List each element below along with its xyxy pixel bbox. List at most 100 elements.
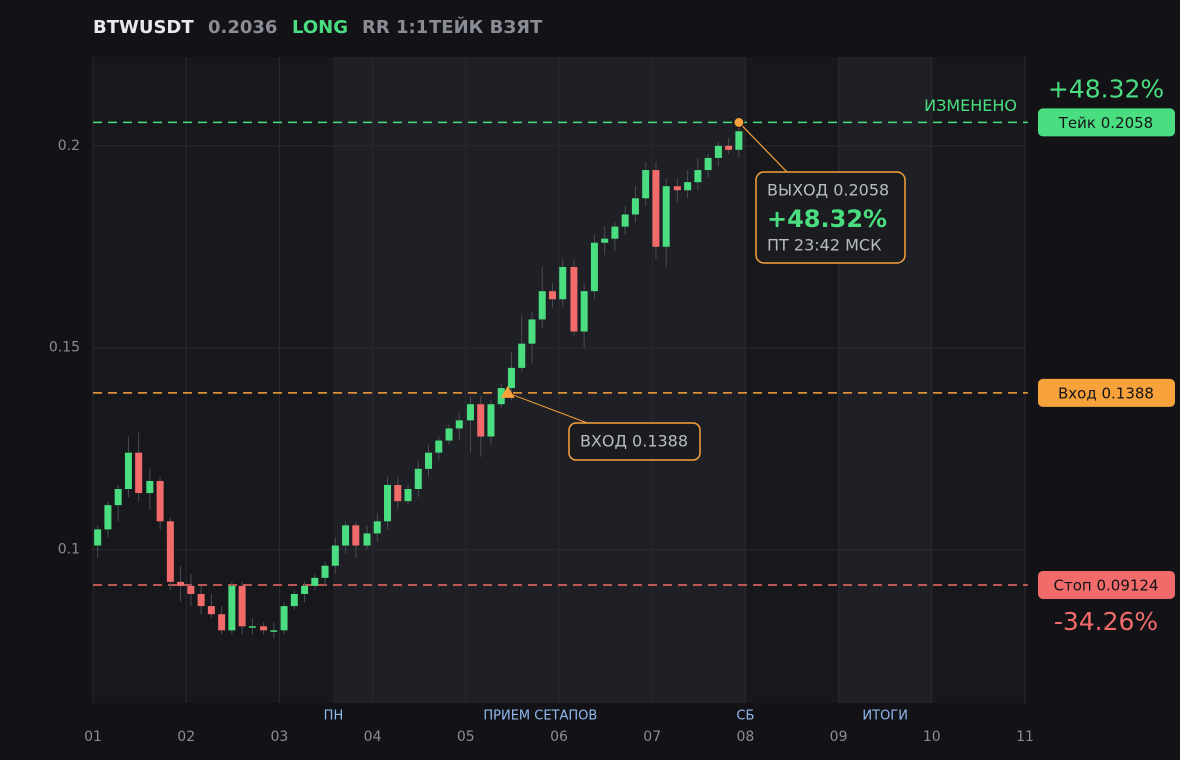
exit-line: +48.32% (767, 205, 887, 233)
x-tick-label: 02 (177, 729, 195, 745)
candle-body (704, 157, 712, 171)
candle-body (187, 585, 195, 594)
level-pill (1038, 570, 1175, 599)
session-label: СБ (736, 709, 754, 724)
stop-change: -34.26% (1054, 607, 1158, 636)
candle-body (373, 521, 381, 534)
candle-body (435, 440, 443, 453)
y-tick-label: 0.15 (49, 340, 80, 356)
candle-body (684, 182, 692, 191)
x-tick-label: 05 (457, 729, 475, 745)
candle-body (425, 452, 433, 469)
entry-connector (507, 392, 591, 425)
candle-body (135, 452, 143, 494)
candle-body (611, 226, 619, 239)
candle-body (156, 480, 164, 522)
candle-body (104, 505, 112, 530)
candle-body (559, 266, 567, 300)
candle-body (725, 145, 733, 150)
header-item: ТЕЙК ВЗЯТ (429, 16, 543, 38)
candle-body (414, 468, 422, 490)
candle-body (394, 484, 402, 502)
candle-body (590, 242, 598, 292)
y-tick-label: 0.1 (58, 542, 80, 558)
candle-body (290, 593, 298, 607)
candle-body (714, 145, 722, 158)
candle-body (548, 291, 556, 300)
candle-body (580, 291, 588, 332)
candle-body (735, 131, 743, 150)
candle-body (466, 404, 474, 421)
level-pill (1038, 378, 1175, 407)
candle-body (177, 581, 185, 586)
candle-body (477, 404, 485, 437)
session-shade (838, 57, 932, 703)
x-tick-label: 06 (550, 729, 568, 745)
candle-body (518, 343, 526, 368)
session-shade (332, 57, 746, 703)
candle-body (538, 291, 546, 320)
candle-body (662, 186, 670, 247)
candle-body (497, 388, 505, 405)
x-tick-label: 11 (1016, 729, 1034, 745)
candle-body (487, 404, 495, 437)
level-pill (1038, 108, 1175, 137)
candle-body (445, 428, 453, 441)
entry-box (568, 422, 701, 461)
candle-body (228, 585, 236, 631)
candle-body (311, 577, 319, 586)
session-label: ИТОГИ (862, 709, 908, 724)
level-label: Стоп 0.09124 (1054, 576, 1159, 594)
take-note: ИЗМЕНЕНО (924, 96, 1017, 115)
candle-body (331, 545, 339, 566)
candle-body (238, 585, 246, 627)
entry-text: ВХОД 0.1388 (580, 432, 688, 451)
candle-body (621, 214, 629, 227)
candle-body (218, 614, 226, 631)
x-tick-label: 10 (923, 729, 941, 745)
candle-body (114, 489, 122, 506)
exit-box (755, 171, 906, 264)
candle-body (166, 521, 174, 582)
candle-body (301, 585, 309, 594)
candle-body (570, 266, 578, 332)
session-label: ПРИЕМ СЕТАПОВ (483, 709, 597, 724)
candle-body (197, 593, 205, 607)
candle-body (321, 565, 329, 578)
candle-body (280, 606, 288, 631)
header-item: RR 1:1 (362, 17, 428, 38)
candle-body (363, 533, 371, 546)
candle-body (342, 525, 350, 546)
candle-body (352, 525, 360, 546)
candle-body (404, 489, 412, 502)
exit-connector (738, 121, 789, 174)
x-tick-label: 03 (270, 729, 288, 745)
candle-body (207, 606, 215, 615)
session-label: ПН (324, 709, 344, 724)
candle-body (384, 484, 392, 522)
x-tick-label: 04 (364, 729, 382, 745)
candle-body (260, 626, 268, 631)
candle-body (642, 170, 650, 199)
x-tick-label: 01 (84, 729, 102, 745)
level-label: Тейк 0.2058 (1058, 114, 1153, 132)
candle-body (652, 170, 660, 247)
candle-body (694, 170, 702, 183)
exit-line: ПТ 23:42 МСК (767, 236, 882, 255)
candle-body (124, 452, 132, 490)
y-tick-label: 0.2 (58, 138, 80, 154)
x-tick-label: 09 (830, 729, 848, 745)
exit-marker (733, 116, 745, 128)
level-label: Вход 0.1388 (1058, 384, 1154, 402)
candle-body (248, 626, 256, 628)
title: BTWUSDT (93, 17, 194, 38)
candle-body (455, 420, 463, 429)
candle-body (631, 198, 639, 215)
candle-body (601, 238, 609, 243)
entry-marker (500, 385, 515, 398)
candle-body (270, 630, 278, 632)
header-item: 0.2036 (208, 17, 277, 38)
take-change: +48.32% (1048, 74, 1164, 103)
x-tick-label: 07 (643, 729, 661, 745)
